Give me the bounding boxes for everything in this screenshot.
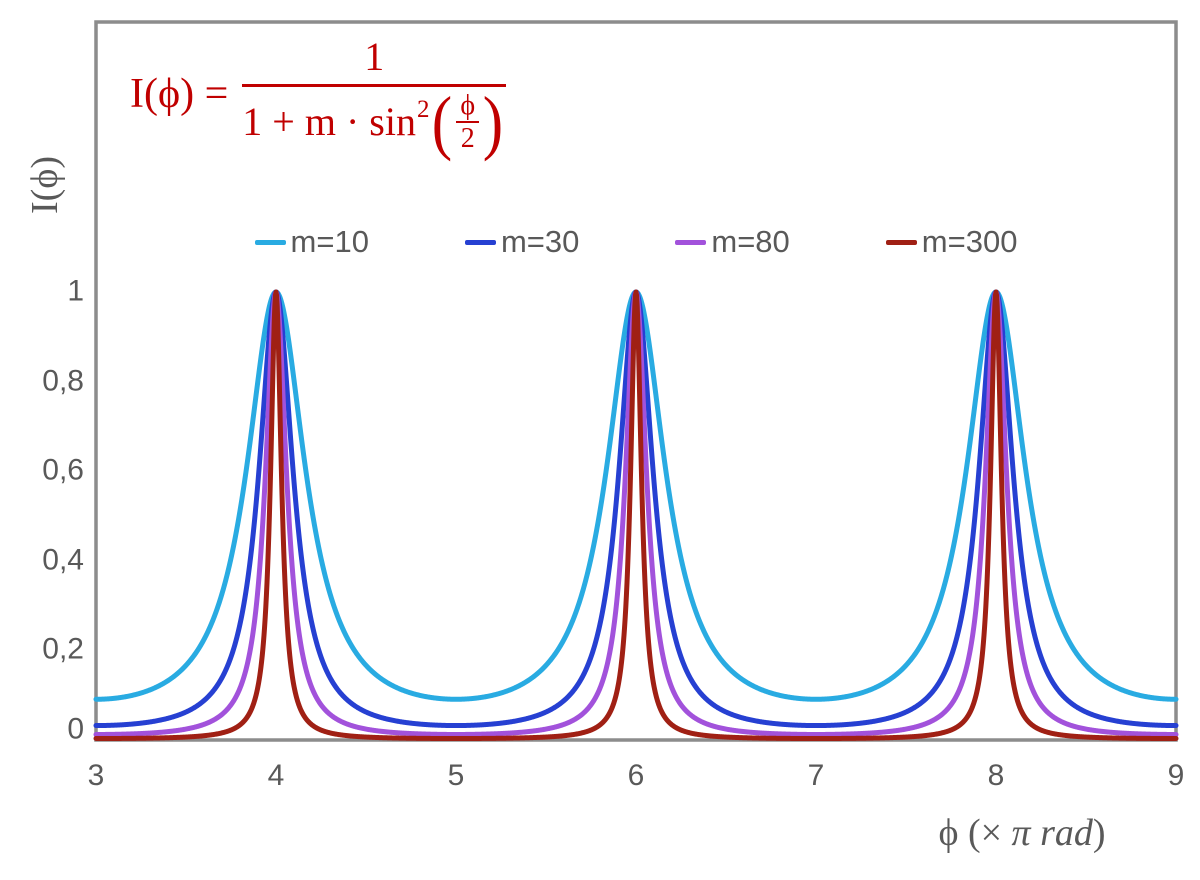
legend-item-m-300: m=300	[885, 224, 1018, 260]
legend-label: m=80	[711, 224, 790, 259]
legend-swatch	[464, 239, 496, 245]
legend-label: m=10	[290, 224, 369, 259]
formula-den-prefix: 1 + m · sin	[242, 99, 416, 145]
legend-label: m=30	[500, 224, 580, 259]
legend-item-m-30: m=30	[464, 224, 580, 260]
y-tick-label: 0,6	[42, 453, 84, 487]
legend-swatch	[254, 239, 286, 245]
x-tick-label: 8	[987, 759, 1005, 792]
plot-frame	[94, 20, 1178, 742]
legend-swatch	[885, 239, 917, 245]
formula-inner-num: ϕ	[456, 91, 480, 124]
y-axis-title: I(ϕ)	[24, 156, 66, 214]
formula-denominator: 1 + m · sin 2 ( ϕ 2 )	[242, 81, 504, 162]
y-tick-label: 0,8	[42, 363, 84, 397]
legend-swatch	[675, 239, 707, 245]
x-tick-label: 3	[87, 759, 105, 792]
x-tick-label: 6	[627, 759, 645, 792]
formula-annotation: I(ϕ) = 1 1 + m · sin 2 ( ϕ 2 )	[130, 34, 507, 162]
x-tick-label: 5	[447, 759, 465, 792]
legend-label: m=300	[921, 224, 1018, 259]
y-tick-label: 1	[67, 274, 84, 308]
formula-inner-fraction: ϕ 2	[456, 91, 480, 155]
legend-item-m-10: m=10	[254, 224, 369, 260]
formula-paren-open: (	[432, 81, 453, 162]
formula-lhs: I(ϕ) =	[130, 70, 229, 117]
formula-fraction: 1 1 + m · sin 2 ( ϕ 2 )	[242, 34, 507, 162]
curves-group	[93, 289, 1179, 742]
y-axis-tick-labels: 0 0,2 0,4 0,6 0,8 1	[22, 0, 84, 880]
formula-paren-close: )	[482, 81, 504, 162]
formula-numerator: 1	[242, 34, 507, 87]
legend: m=10 m=30 m=80 m=300	[96, 224, 1176, 260]
x-tick-label: 4	[267, 759, 285, 792]
legend-item-m-80: m=80	[675, 224, 790, 260]
y-tick-label: 0	[67, 712, 84, 746]
y-tick-label: 0,2	[42, 632, 84, 666]
curve-m-300	[93, 289, 1179, 742]
x-tick-label: 7	[807, 759, 825, 792]
x-axis-title-pre: ϕ (×	[938, 812, 1012, 854]
formula-inner-den: 2	[460, 123, 475, 155]
x-axis-title: ϕ (× π rad)	[938, 811, 1105, 855]
x-axis-title-italic: π rad	[1011, 812, 1093, 854]
y-tick-label: 0,4	[42, 543, 84, 577]
x-axis-title-post: )	[1092, 812, 1106, 854]
x-tick-label: 9	[1167, 759, 1185, 792]
